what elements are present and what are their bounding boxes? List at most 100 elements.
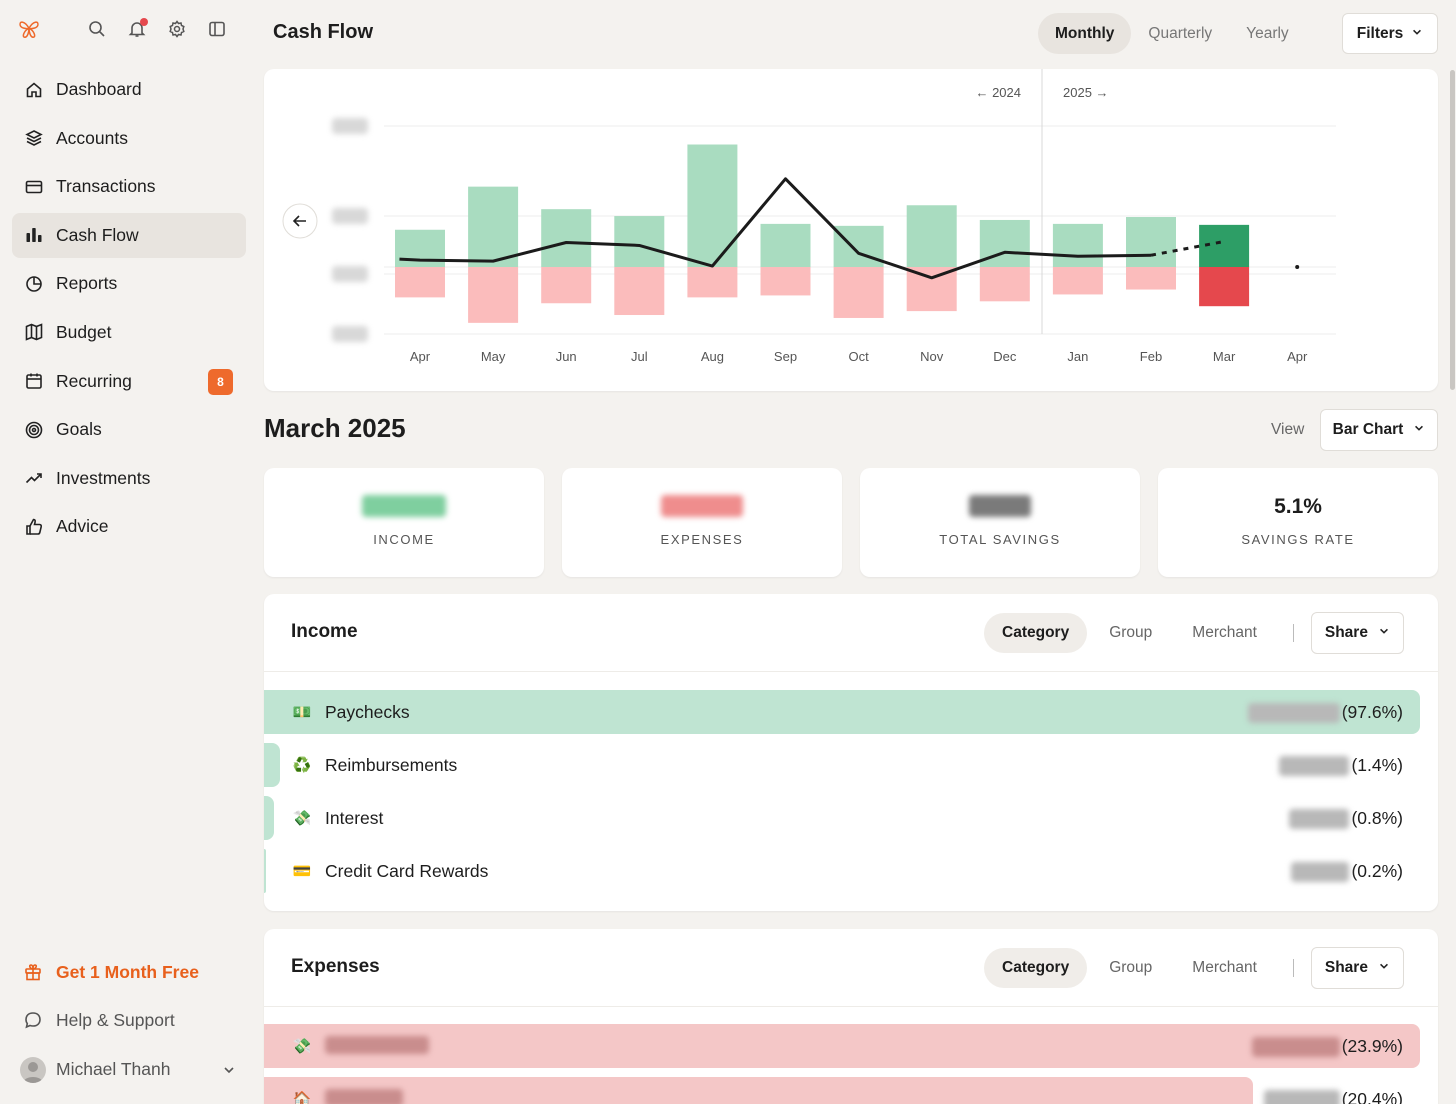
expense-row[interactable]: 🏠 (20.4%) <box>264 1077 1420 1104</box>
sidebar-item-accounts[interactable]: Accounts <box>12 116 246 161</box>
category-percent: (1.4%) <box>1351 755 1403 775</box>
bell-icon[interactable] <box>126 18 148 40</box>
expense-bar <box>468 267 519 323</box>
calendar-icon <box>24 371 44 391</box>
income-stat-value <box>264 495 544 523</box>
sidebar-item-recurring[interactable]: Recurring 8 <box>12 359 246 404</box>
promo-link[interactable]: Get 1 Month Free <box>12 950 246 995</box>
sidebar-item-reports[interactable]: Reports <box>12 261 246 306</box>
user-menu[interactable]: Michael Thanh <box>12 1047 246 1092</box>
sidebar-toggle-icon[interactable] <box>206 18 228 40</box>
savings-rate-stat-card: 5.1% SAVINGS RATE <box>1158 468 1438 577</box>
income-grouping-tabs: Category Group Merchant Share <box>984 612 1404 654</box>
total-savings-stat-label: TOTAL SAVINGS <box>939 532 1061 547</box>
x-axis-label: Feb <box>1140 349 1162 364</box>
sidebar-item-advice[interactable]: Advice <box>12 504 246 549</box>
thumbs-up-icon <box>24 517 44 537</box>
x-axis-label: Sep <box>774 349 797 364</box>
avatar <box>20 1056 46 1083</box>
income-row-reimbursements[interactable]: ♻️ Reimbursements (1.4%) <box>264 743 1420 787</box>
tab-monthly[interactable]: Monthly <box>1038 13 1132 54</box>
share-dropdown[interactable]: Share <box>1310 947 1404 989</box>
income-row-paychecks[interactable]: 💵 Paychecks (97.6%) <box>264 690 1420 734</box>
sidebar-item-goals[interactable]: Goals <box>12 407 246 452</box>
savings-rate-stat-value: 5.1% <box>1274 495 1322 518</box>
x-axis-label: Apr <box>1287 349 1308 364</box>
sidebar: Dashboard Accounts Transactions Cash Flo… <box>0 0 258 1104</box>
expense-row[interactable]: 💸 (23.9%) <box>264 1024 1420 1068</box>
expenses-section-header: Expenses Category Group Merchant Share <box>264 929 1438 1007</box>
share-label: Share <box>1324 959 1368 976</box>
income-row-interest[interactable]: 💸 Interest (0.8%) <box>264 796 1420 840</box>
income-bar <box>614 216 665 267</box>
tab-group[interactable]: Group <box>1109 959 1153 976</box>
money-wings-icon: 💸 <box>292 810 312 827</box>
expense-bar <box>906 267 957 312</box>
expense-bar <box>687 267 738 298</box>
income-row-credit-card-rewards[interactable]: 💳 Credit Card Rewards (0.2%) <box>264 849 1420 893</box>
sidebar-item-label: Budget <box>56 321 112 342</box>
income-bar <box>760 223 811 267</box>
sidebar-item-cash-flow[interactable]: Cash Flow <box>12 212 246 258</box>
tab-merchant[interactable]: Merchant <box>1192 959 1257 976</box>
income-bar <box>687 144 738 267</box>
prev-year-link[interactable]: ← 2024 <box>975 85 1021 100</box>
x-axis-label: Mar <box>1213 349 1236 364</box>
income-bar <box>1126 217 1176 267</box>
filters-label: Filters <box>1356 24 1404 42</box>
category-name: Credit Card Rewards <box>325 861 489 881</box>
tab-category[interactable]: Category <box>984 613 1088 653</box>
expense-bar <box>541 267 592 304</box>
chevron-down-icon <box>1413 421 1425 439</box>
y-axis-label <box>332 266 368 282</box>
sidebar-item-investments[interactable]: Investments <box>12 456 246 501</box>
app-logo-icon[interactable] <box>18 18 40 40</box>
share-dropdown[interactable]: Share <box>1310 612 1404 654</box>
sidebar-item-dashboard[interactable]: Dashboard <box>12 67 246 112</box>
tab-yearly[interactable]: Yearly <box>1246 24 1289 42</box>
x-axis-label: Nov <box>920 349 944 364</box>
y-axis-label <box>332 208 368 224</box>
expenses-section-title: Expenses <box>291 956 380 977</box>
income-stat-label: INCOME <box>373 532 435 547</box>
y-axis-label <box>332 326 368 342</box>
share-label: Share <box>1324 624 1368 641</box>
sidebar-item-transactions[interactable]: Transactions <box>12 164 246 209</box>
home-icon <box>24 80 44 100</box>
tab-merchant[interactable]: Merchant <box>1192 624 1257 641</box>
expenses-stat-card: EXPENSES <box>562 468 842 577</box>
cash-flow-chart: ← 2024 2025 → Apr May Jun Jul Aug Sep Oct Nov Dec J… <box>282 69 1336 364</box>
tab-quarterly[interactable]: Quarterly <box>1148 24 1213 42</box>
money-wings-icon: 💸 <box>292 1038 312 1055</box>
expense-share-bar <box>264 1024 1420 1068</box>
income-bar <box>906 205 957 267</box>
expenses-section: Expenses Category Group Merchant Share 💸… <box>264 929 1438 1104</box>
category-name: Interest <box>325 808 384 828</box>
user-name: Michael Thanh <box>56 1059 171 1079</box>
income-share-bar <box>264 743 280 787</box>
search-icon[interactable] <box>86 18 108 40</box>
tab-category[interactable]: Category <box>984 948 1088 988</box>
sidebar-item-label: Goals <box>56 419 102 440</box>
gear-icon[interactable] <box>166 18 188 40</box>
view-select-value: Bar Chart <box>1332 421 1404 438</box>
view-label: View <box>1271 421 1305 438</box>
filters-button[interactable]: Filters <box>1342 13 1438 54</box>
income-bar <box>833 225 884 267</box>
sidebar-item-label: Cash Flow <box>56 224 139 245</box>
savings-rate-stat-label: SAVINGS RATE <box>1241 532 1355 547</box>
sidebar-item-budget[interactable]: Budget <box>12 310 246 355</box>
net-line-projected <box>1150 240 1225 257</box>
expense-bar <box>833 267 884 318</box>
view-select[interactable]: Bar Chart <box>1320 409 1438 451</box>
page-scrollbar[interactable] <box>1450 70 1455 390</box>
notification-dot <box>140 18 148 26</box>
chevron-down-icon <box>1378 624 1390 642</box>
tab-group[interactable]: Group <box>1109 624 1153 641</box>
category-amount: (0.8%) <box>1289 808 1403 829</box>
next-year-link[interactable]: 2025 → <box>1063 85 1109 100</box>
expense-bar <box>395 267 445 298</box>
page-title: Cash Flow <box>273 21 374 43</box>
help-support-link[interactable]: Help & Support <box>12 998 246 1043</box>
sidebar-nav: Dashboard Accounts Transactions Cash Flo… <box>12 67 246 553</box>
